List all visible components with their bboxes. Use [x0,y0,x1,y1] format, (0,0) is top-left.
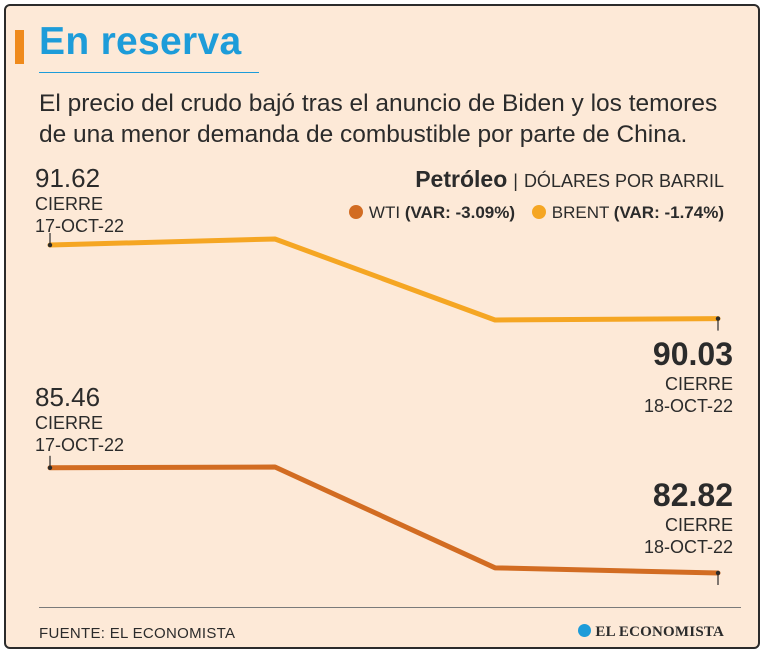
legend-separator: | [513,171,518,191]
wti-end-annotation: 82.82 CIERRE 18-OCT-22 [644,476,733,558]
brent-start-annotation: 91.62 CIERRE 17-OCT-22 [35,163,124,237]
footer-divider [39,607,741,608]
brent-end-value: 90.03 [652,336,733,372]
chart-legend: Petróleo | DÓLARES POR BARRIL WTI (VAR: -3… [337,166,724,226]
wti-end-label: CIERRE [664,515,733,535]
data-point-wti-0 [47,465,53,470]
legend-brent-var: (VAR: -1.74%) [613,203,724,222]
brent-start-date: 17-OCT-22 [35,216,125,236]
wti-start-label: CIERRE [35,413,104,433]
wti-end-date: 18-OCT-22 [643,537,733,557]
legend-unit: DÓLARES POR BARRIL [523,171,724,191]
legend-title: Petróleo [415,166,508,192]
legend-brent-label: BRENT [551,203,610,222]
data-point-wti-3 [715,570,721,576]
brent-dot-icon [531,205,546,219]
wti-start-date: 17-OCT-22 [35,435,125,455]
data-point-brent-0 [47,242,53,248]
source-note: FUENTE: EL ECONOMISTA [39,625,236,642]
accent-bar [15,30,24,64]
legend-wti-label: WTI [368,203,401,222]
page-title: En reserva [39,20,242,63]
series-line-brent [47,236,721,323]
publisher-logo: EL ECONOMISTA [578,623,724,641]
infographic-frame: En reserva El precio del crudo bajó tras… [4,4,760,649]
subtitle: El precio del crudo bajó tras el anuncio… [39,90,718,148]
brent-end-date: 18-OCT-22 [643,396,733,416]
legend-item-brent: BRENT (VAR: -1.74%) [531,200,724,226]
brent-start-value: 91.62 [35,163,101,193]
legend-series-row: WTI (VAR: -3.09%) BRENT (VAR: -1.74%) [337,200,724,226]
brent-end-label: CIERRE [664,374,733,394]
wti-end-value: 82.82 [652,477,733,513]
legend-title-row: Petróleo | DÓLARES POR BARRIL [337,166,724,194]
legend-item-wti: WTI (VAR: -3.09%) [348,200,516,226]
title-underline [39,72,259,73]
wti-start-value: 85.46 [35,382,101,412]
wti-dot-icon [348,205,363,219]
legend-wti-var: (VAR: -3.09%) [404,203,516,222]
series-line-wti [47,464,721,576]
wti-start-annotation: 85.46 CIERRE 17-OCT-22 [35,382,124,456]
brent-start-label: CIERRE [35,194,104,214]
brent-end-annotation: 90.03 CIERRE 18-OCT-22 [644,335,733,417]
logo-mark-icon [578,624,592,637]
logo-text: EL ECONOMISTA [595,624,724,640]
data-point-brent-3 [715,316,721,321]
